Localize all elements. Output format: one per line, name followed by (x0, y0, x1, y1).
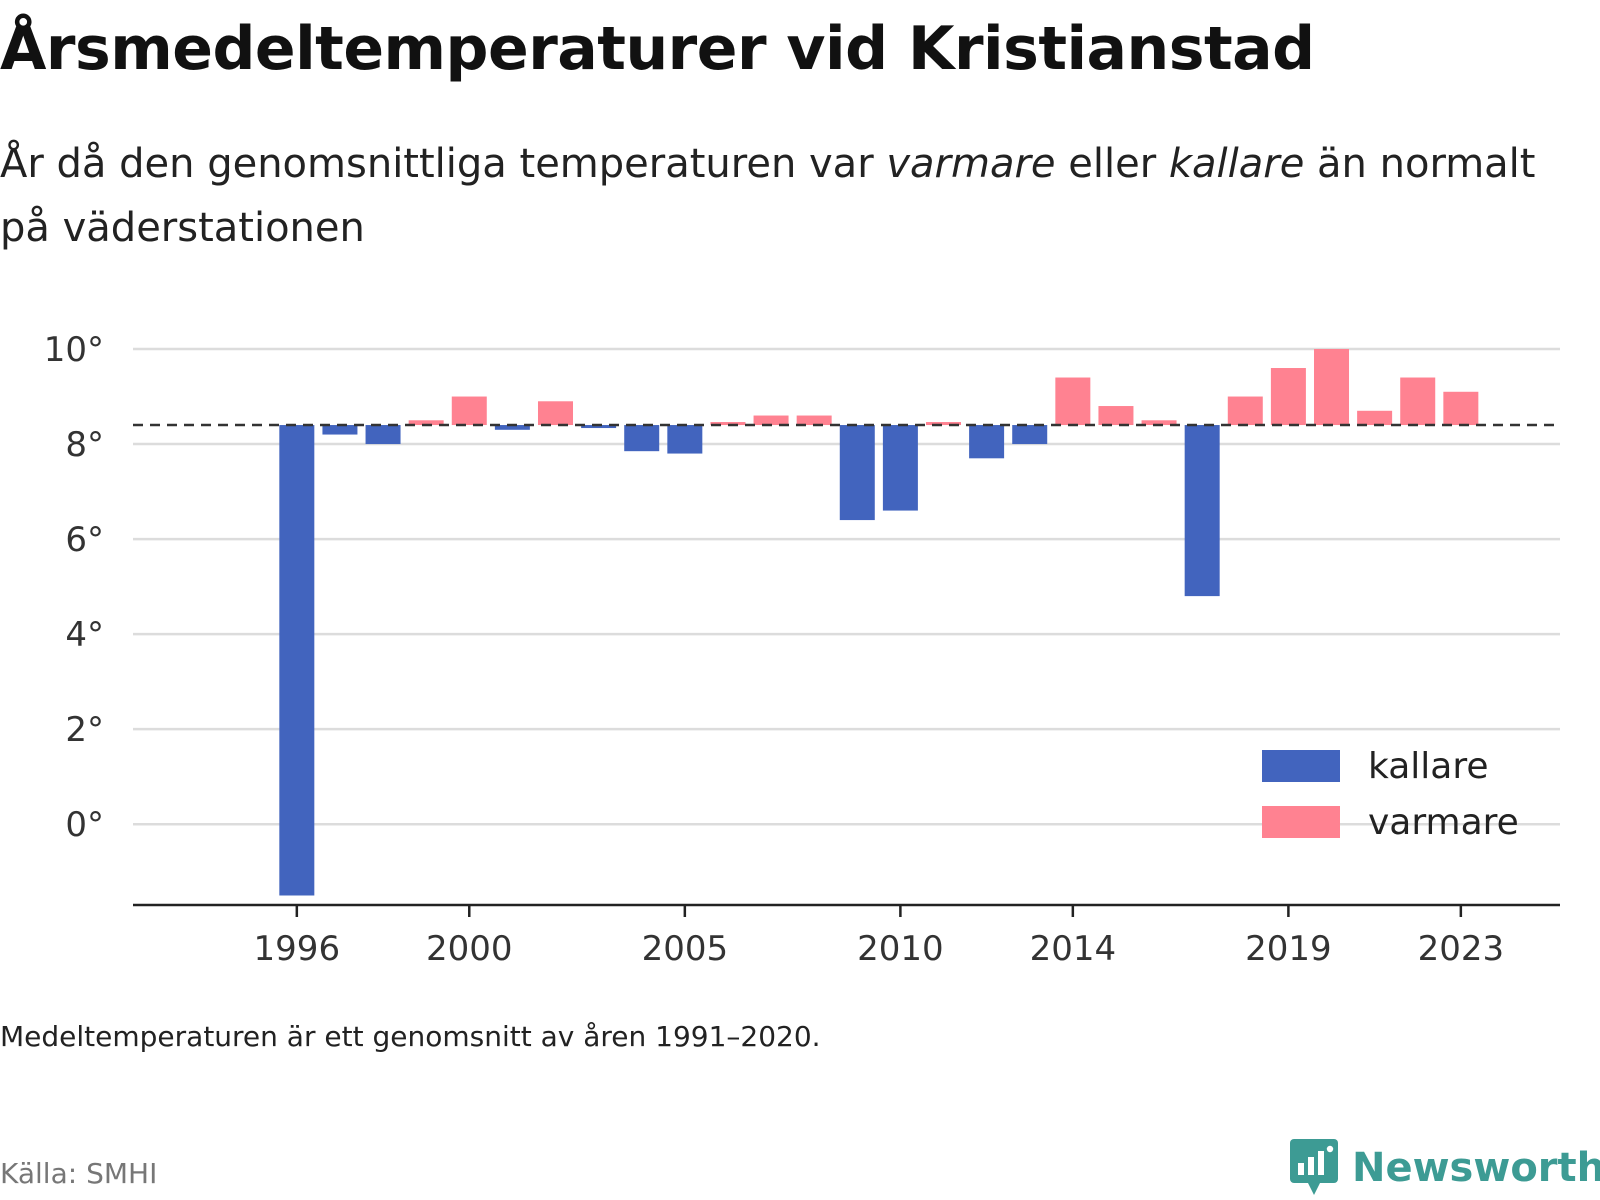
bar (279, 425, 315, 896)
x-tick-label: 2010 (857, 929, 944, 969)
x-tick-label: 1996 (254, 929, 341, 969)
y-tick-label: 2° (65, 710, 104, 750)
y-tick-label: 4° (65, 615, 104, 655)
brand-name: Newsworthy (1352, 1145, 1600, 1191)
bar (882, 425, 918, 511)
bar (1012, 425, 1048, 445)
bar (624, 425, 660, 452)
bar (494, 425, 530, 430)
bar (926, 422, 962, 426)
x-tick-label: 2014 (1030, 929, 1117, 969)
legend-swatch-kallare (1262, 750, 1340, 782)
bar (1270, 368, 1306, 426)
bar (710, 422, 746, 426)
bar (1055, 377, 1091, 426)
subtitle-text-middle: eller (1055, 141, 1169, 187)
bars (279, 349, 1479, 896)
bar (796, 415, 832, 426)
legend-label-varmare: varmare (1368, 802, 1519, 843)
bar (581, 425, 617, 429)
y-tick-label: 6° (65, 520, 104, 560)
bar (969, 425, 1005, 459)
bar (365, 425, 401, 445)
footnote: Medeltemperaturen är ett genomsnitt av å… (0, 1020, 821, 1053)
brand-logo: Newsworthy (1288, 1137, 1600, 1199)
y-tick-label: 10° (44, 330, 104, 370)
legend-label-kallare: kallare (1368, 746, 1489, 787)
x-axis: 1996 2000 2005 2010 2014 2019 2023 (133, 903, 1560, 969)
chart-title: Årsmedeltemperaturer vid Kristianstad (0, 14, 1315, 84)
bar (667, 425, 703, 454)
subtitle-colder-word: kallare (1168, 141, 1305, 187)
y-tick-label: 8° (65, 425, 104, 465)
legend-swatch-varmare (1262, 806, 1340, 838)
chart-subtitle: År då den genomsnittliga temperaturen va… (0, 132, 1560, 260)
source-text: Källa: SMHI (0, 1157, 158, 1190)
temperature-bar-chart: 0° 2° 4° 6° 8° 10° 1996 2000 2005 2010 2014 2019 20… (44, 330, 1560, 969)
bar (537, 401, 573, 426)
bar (451, 396, 487, 426)
x-tick-label: 2023 (1418, 929, 1505, 969)
bar (1443, 391, 1479, 426)
y-tick-label: 0° (65, 805, 104, 845)
bar (1357, 410, 1393, 426)
bar (408, 420, 444, 426)
y-axis-labels: 0° 2° 4° 6° 8° 10° (44, 330, 104, 845)
legend: kallare varmare (1262, 746, 1519, 843)
subtitle-text-start: År då den genomsnittliga temperaturen va… (0, 141, 887, 187)
newsworthy-logo-icon (1290, 1139, 1338, 1195)
bar (1141, 420, 1177, 426)
subtitle-warmer-word: varmare (886, 141, 1056, 187)
bar (1400, 377, 1436, 426)
subtitle-text-end: än normalt på väderstationen (0, 141, 1536, 251)
bar (1184, 425, 1220, 597)
bar (839, 425, 875, 521)
x-tick-label: 2000 (426, 929, 513, 969)
bar (1314, 349, 1350, 426)
bar (753, 415, 789, 426)
x-tick-label: 2005 (642, 929, 729, 969)
bar (1098, 406, 1134, 426)
bar (322, 425, 358, 435)
bar (1227, 396, 1263, 426)
x-tick-label: 2019 (1245, 929, 1332, 969)
